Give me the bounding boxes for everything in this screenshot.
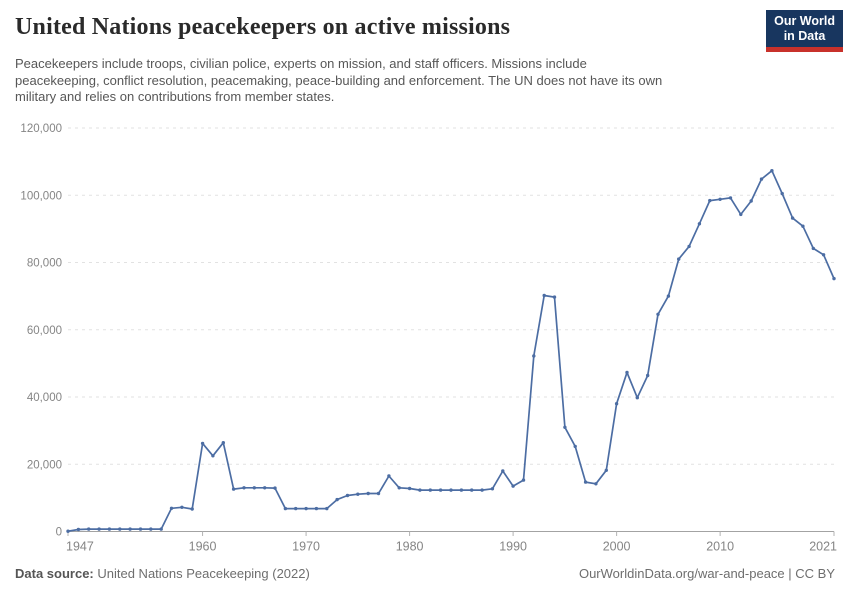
x-tick-label: 2021: [809, 540, 837, 554]
x-axis-ticks: 1947 1960 1970 1980 1990 2000 2010 2021: [66, 531, 837, 554]
owid-logo[interactable]: Our World in Data: [766, 10, 843, 52]
x-tick-label: 1970: [292, 540, 320, 554]
y-tick-label: 0: [56, 527, 62, 539]
logo-line2: in Data: [783, 28, 826, 43]
y-tick-label: 40,000: [27, 392, 62, 404]
x-tick-label: 2010: [706, 540, 734, 554]
data-source-label: Data source:: [15, 566, 94, 581]
x-tick-label: 1980: [396, 540, 424, 554]
data-points: [66, 169, 836, 533]
y-tick-label: 100,000: [20, 190, 62, 202]
x-tick-label: 1947: [66, 540, 94, 554]
subtitle-line: military and relies on contributions fro…: [15, 89, 335, 104]
logo-line1: Our World: [774, 14, 835, 28]
page-title: United Nations peacekeepers on active mi…: [15, 14, 511, 40]
credit-link[interactable]: OurWorldinData.org/war-and-peace | CC BY: [578, 566, 835, 581]
chart-subtitle: Peacekeepers include troops, civilian po…: [15, 56, 662, 106]
x-tick-label: 1960: [189, 540, 217, 554]
y-tick-label: 20,000: [27, 459, 62, 471]
y-tick-label: 60,000: [27, 325, 62, 337]
data-source: Data source: United Nations Peacekeeping…: [15, 566, 310, 581]
gridlines: [68, 127, 834, 532]
x-tick-label: 2000: [603, 540, 631, 554]
y-tick-label: 80,000: [27, 258, 62, 270]
x-tick-label: 1990: [499, 540, 527, 554]
y-tick-label: 120,000: [20, 123, 62, 135]
data-source-value: United Nations Peacekeeping (2022): [93, 566, 310, 581]
subtitle-line: peacekeeping, conflict resolution, peace…: [15, 72, 663, 88]
y-axis-labels: 0 20,000 40,000 60,000 80,000 100,000 120,000: [20, 123, 62, 539]
data-line: [67, 169, 835, 533]
subtitle-line: Peacekeepers include troops, civilian po…: [15, 56, 587, 71]
